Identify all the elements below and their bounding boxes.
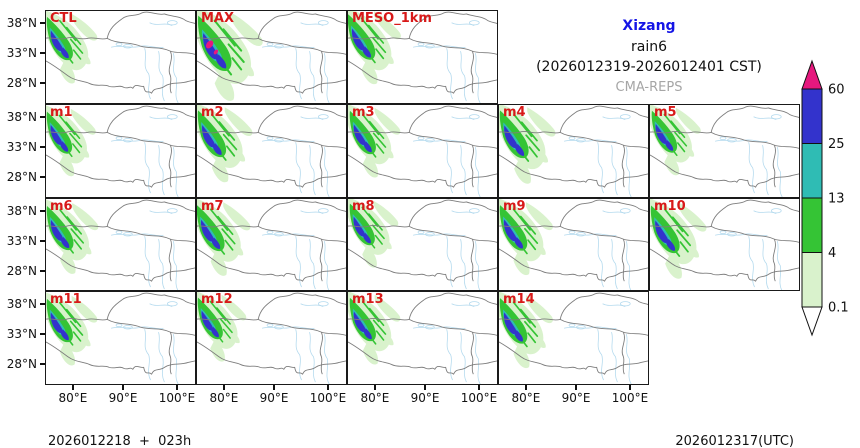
lat-tick-label: 38°N (6, 297, 37, 312)
lat-tick-mark (40, 52, 45, 55)
lat-tick-mark (40, 175, 45, 178)
valid-time-utc: 2026012317(UTC) (675, 434, 794, 448)
lat-tick-mark (40, 303, 45, 306)
lon-tick-label: 90°E (410, 391, 440, 405)
panel-label: m7 (201, 198, 224, 214)
svg-text:60: 60 (828, 83, 845, 98)
map-panel-MESO_1km: MESO_1km (347, 10, 498, 104)
lat-tick-mark (40, 363, 45, 366)
panel-label: MAX (201, 11, 235, 26)
panel-label: m13 (352, 292, 384, 308)
svg-text:0.1: 0.1 (828, 301, 849, 316)
lat-tick-mark (40, 22, 45, 25)
map-panel-m9: m9 (498, 197, 649, 292)
map-panel-m14: m14 (498, 291, 649, 385)
map-panel-m11: m11 (45, 291, 196, 385)
lat-tick-label: 28°N (6, 76, 37, 91)
map-panel-m1: m1 (45, 103, 196, 198)
lon-tick-mark (273, 385, 276, 390)
lon-tick-label: 80°E (209, 391, 239, 405)
region-title: Xizang (622, 18, 676, 34)
lon-tick-mark (575, 385, 578, 390)
map-panel-m4: m4 (498, 103, 649, 198)
colorbar-legend: 60 25 13 4 0.1 (800, 56, 858, 352)
lat-tick-mark (40, 82, 45, 85)
lon-tick-label: 80°E (58, 391, 88, 405)
map-panel-m2: m2 (196, 103, 347, 198)
lon-tick-label: 100°E (460, 391, 498, 405)
lon-tick-mark (424, 385, 427, 390)
panel-label: m9 (503, 198, 526, 214)
map-panel-CTL: CTL (45, 10, 196, 104)
panel-label: m6 (50, 198, 73, 214)
map-panel-m5: m5 (649, 103, 800, 198)
map-panel-m12: m12 (196, 291, 347, 385)
lat-tick-label: 33°N (6, 139, 37, 154)
panel-label: m2 (201, 104, 224, 120)
lon-tick-label: 80°E (511, 391, 541, 405)
svg-text:25: 25 (828, 137, 845, 152)
lat-tick-mark (40, 333, 45, 336)
lat-tick-mark (40, 239, 45, 242)
title-block: Xizang rain6 (2026012319-2026012401 CST)… (498, 16, 800, 98)
lat-tick-mark (40, 269, 45, 272)
lon-tick-mark (175, 385, 178, 390)
lon-tick-mark (628, 385, 631, 390)
variable-title: rain6 (630, 38, 667, 55)
lon-tick-label: 90°E (108, 391, 138, 405)
map-panel-m6: m6 (45, 197, 196, 292)
map-panel-MAX: MAX (196, 10, 347, 104)
lon-tick-label: 80°E (360, 391, 390, 405)
panel-label: m10 (654, 198, 686, 214)
valid-times-annotation: 2026012317(UTC) 2026012401(CST) (675, 399, 794, 448)
map-panel-m10: m10 (649, 197, 800, 292)
map-panel-m8: m8 (347, 197, 498, 292)
valid-period-title: (2026012319-2026012401 CST) (536, 59, 762, 75)
map-panel-m13: m13 (347, 291, 498, 385)
lat-tick-mark (40, 115, 45, 118)
lon-tick-mark (222, 385, 225, 390)
lat-tick-label: 33°N (6, 46, 37, 61)
lon-tick-mark (524, 385, 527, 390)
panel-label: m3 (352, 104, 375, 120)
lat-tick-label: 28°N (6, 357, 37, 372)
panel-label: m8 (352, 198, 375, 214)
lon-tick-mark (326, 385, 329, 390)
panel-label: m12 (201, 292, 233, 308)
svg-text:4: 4 (828, 246, 836, 261)
lat-tick-mark (40, 209, 45, 212)
panel-label: m1 (50, 104, 73, 120)
lat-tick-label: 28°N (6, 263, 37, 278)
lon-tick-mark (373, 385, 376, 390)
lat-tick-label: 33°N (6, 233, 37, 248)
lon-tick-label: 100°E (309, 391, 347, 405)
lon-tick-mark (122, 385, 125, 390)
init-time-line-1: 2026012218 + 023h (48, 434, 192, 448)
lat-tick-label: 38°N (6, 203, 37, 218)
lat-tick-label: 28°N (6, 169, 37, 184)
init-times-annotation: 2026012218 + 023h 2026012302 + 023h (48, 399, 191, 448)
lon-tick-mark (71, 385, 74, 390)
lon-tick-label: 100°E (158, 391, 196, 405)
map-panel-m7: m7 (196, 197, 347, 292)
svg-text:13: 13 (828, 192, 845, 207)
lat-tick-label: 38°N (6, 109, 37, 124)
lat-tick-mark (40, 145, 45, 148)
lon-tick-label: 100°E (611, 391, 649, 405)
panel-label: m11 (50, 292, 82, 308)
panel-label: m4 (503, 104, 526, 120)
lat-tick-label: 38°N (6, 16, 37, 31)
map-panel-m3: m3 (347, 103, 498, 198)
panel-label: m5 (654, 104, 677, 120)
lon-tick-label: 90°E (561, 391, 591, 405)
lat-tick-label: 33°N (6, 327, 37, 342)
lon-tick-label: 90°E (259, 391, 289, 405)
panel-label: MESO_1km (352, 11, 432, 26)
model-system-title: CMA-REPS (615, 79, 683, 95)
panel-label: m14 (503, 292, 535, 308)
lon-tick-mark (477, 385, 480, 390)
panel-label: CTL (50, 11, 77, 26)
